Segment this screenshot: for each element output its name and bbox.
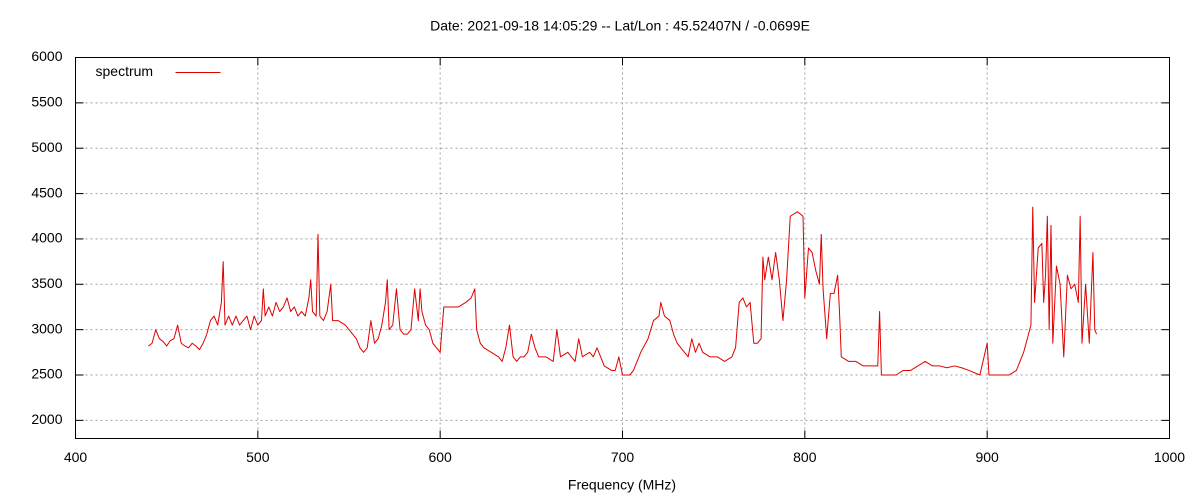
plot [148, 206, 1098, 376]
x-tick-label: 800 [793, 449, 817, 465]
y-tick-label: 4000 [31, 230, 62, 246]
x-tick-label: 900 [975, 449, 999, 465]
x-tick-label: 700 [611, 449, 635, 465]
y-tick-label: 5000 [31, 139, 62, 155]
legend-label: spectrum [96, 63, 154, 79]
y-tick-label: 3000 [31, 320, 62, 336]
x-tick-label: 1000 [1154, 449, 1185, 465]
y-tick-label: 2000 [31, 411, 62, 427]
x-tick-label: 400 [64, 449, 88, 465]
series-line [148, 206, 1098, 376]
y-tick-label: 2500 [31, 366, 62, 382]
x-axis-label: Frequency (MHz) [568, 477, 676, 493]
x-tick-label: 600 [428, 449, 452, 465]
y-tick-label: 3500 [31, 275, 62, 291]
y-tick-label: 4500 [31, 184, 62, 200]
legend: spectrum [96, 63, 221, 79]
chart-title: Date: 2021-09-18 14:05:29 -- Lat/Lon : 4… [430, 18, 810, 34]
y-tick-label: 5500 [31, 94, 62, 110]
grid: 2000 2500 3000 3500 4000 4500 5000 5500 6000 400 5… [31, 48, 1185, 465]
y-tick-label: 6000 [31, 48, 62, 64]
plot-frame [75, 57, 1170, 439]
x-tick-label: 500 [246, 449, 270, 465]
